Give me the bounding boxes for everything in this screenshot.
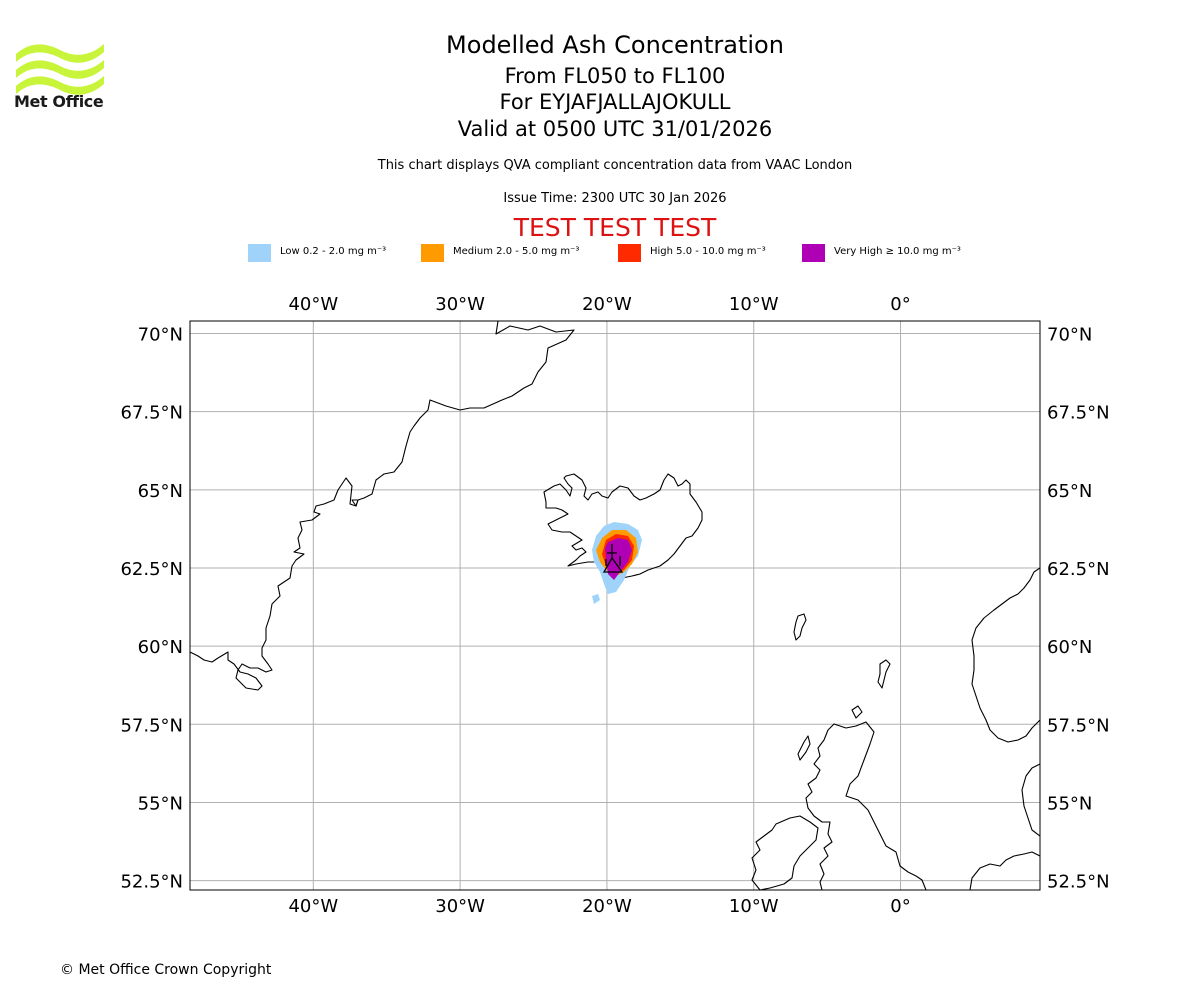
copyright-notice: © Met Office Crown Copyright	[60, 962, 272, 978]
volcano-subtitle: For EYJAFJALLAJOKULL	[499, 90, 731, 114]
coastline-ireland	[751, 815, 819, 890]
lat-tick-label-left: 70°N	[138, 325, 183, 346]
legend-swatch-low	[248, 244, 271, 262]
lat-tick-label-right: 65°N	[1047, 481, 1092, 502]
coastline-greenland-islet	[351, 499, 359, 507]
coastline-hebrides	[797, 735, 811, 761]
lat-tick-label-left: 65°N	[138, 481, 183, 502]
lat-tick-label-right: 70°N	[1047, 325, 1092, 346]
coastline-norway	[971, 567, 1040, 743]
lon-tick-label-top: 20°W	[582, 294, 632, 315]
coastline-shetland	[877, 659, 891, 689]
coastline-denmark	[969, 851, 1040, 890]
chart-description: This chart displays QVA compliant concen…	[377, 158, 853, 173]
lat-tick-label-left: 52.5°N	[120, 872, 183, 893]
lat-tick-label-right: 62.5°N	[1047, 559, 1110, 580]
volcano-marker-icon	[602, 544, 624, 573]
legend-swatch-very-high	[802, 244, 825, 262]
map-axis-labels: 40°W 40°W 30°W 30°W 20°W 20°W 10°W 10°W 0° 0° 70°N…	[120, 294, 1109, 917]
map-gridlines	[190, 321, 1040, 890]
lon-tick-label-top: 10°W	[729, 294, 779, 315]
lon-tick-label-bottom: 30°W	[435, 896, 485, 917]
legend-label-medium: Medium 2.0 - 5.0 mg m⁻³	[453, 246, 580, 257]
lon-tick-label-bottom: 40°W	[288, 896, 338, 917]
lon-tick-label-top: 40°W	[288, 294, 338, 315]
lat-tick-label-right: 60°N	[1047, 637, 1092, 658]
legend-swatch-medium	[421, 244, 444, 262]
lat-tick-label-left: 62.5°N	[120, 559, 183, 580]
ash-contour-very-high	[605, 538, 632, 580]
met-office-logo-icon	[16, 44, 104, 95]
lon-tick-label-bottom: 0°	[890, 896, 910, 917]
coastline-great-britain	[805, 721, 927, 890]
lat-tick-label-left: 55°N	[138, 793, 183, 814]
lon-tick-label-top: 30°W	[435, 294, 485, 315]
coastline-greenland	[190, 321, 575, 691]
legend-label-very-high: Very High ≥ 10.0 mg m⁻³	[834, 246, 961, 257]
coastline-orkney	[851, 705, 863, 719]
flight-levels-subtitle: From FL050 to FL100	[504, 64, 726, 88]
concentration-legend: Low 0.2 - 2.0 mg m⁻³ Medium 2.0 - 5.0 mg…	[0, 241, 1200, 267]
legend-swatch-high	[618, 244, 641, 262]
test-banner: TEST TEST TEST	[513, 213, 717, 242]
issue-time: Issue Time: 2300 UTC 30 Jan 2026	[503, 191, 727, 206]
lat-tick-label-left: 67.5°N	[120, 403, 183, 424]
lat-tick-label-left: 60°N	[138, 637, 183, 658]
lat-tick-label-right: 52.5°N	[1047, 872, 1110, 893]
lat-tick-label-right: 55°N	[1047, 793, 1092, 814]
ash-contour-low-islet	[592, 594, 600, 604]
coastline-iceland	[543, 473, 703, 579]
lat-tick-label-left: 57.5°N	[120, 715, 183, 736]
coastline-sweden-edge	[1021, 763, 1040, 837]
valid-time-subtitle: Valid at 0500 UTC 31/01/2026	[457, 117, 773, 141]
lon-tick-label-bottom: 20°W	[582, 896, 632, 917]
lat-tick-label-right: 57.5°N	[1047, 715, 1110, 736]
coastline-faroe	[793, 613, 807, 641]
legend-label-low: Low 0.2 - 2.0 mg m⁻³	[280, 246, 387, 257]
chart-title: Modelled Ash Concentration	[446, 31, 784, 59]
met-office-logo-text: Met Office	[14, 92, 104, 111]
lon-tick-label-top: 0°	[890, 294, 910, 315]
lon-tick-label-bottom: 10°W	[729, 896, 779, 917]
ash-cloud	[592, 522, 642, 604]
lat-tick-label-right: 67.5°N	[1047, 403, 1110, 424]
legend-label-high: High 5.0 - 10.0 mg m⁻³	[650, 246, 766, 257]
map-frame	[189, 320, 1041, 891]
